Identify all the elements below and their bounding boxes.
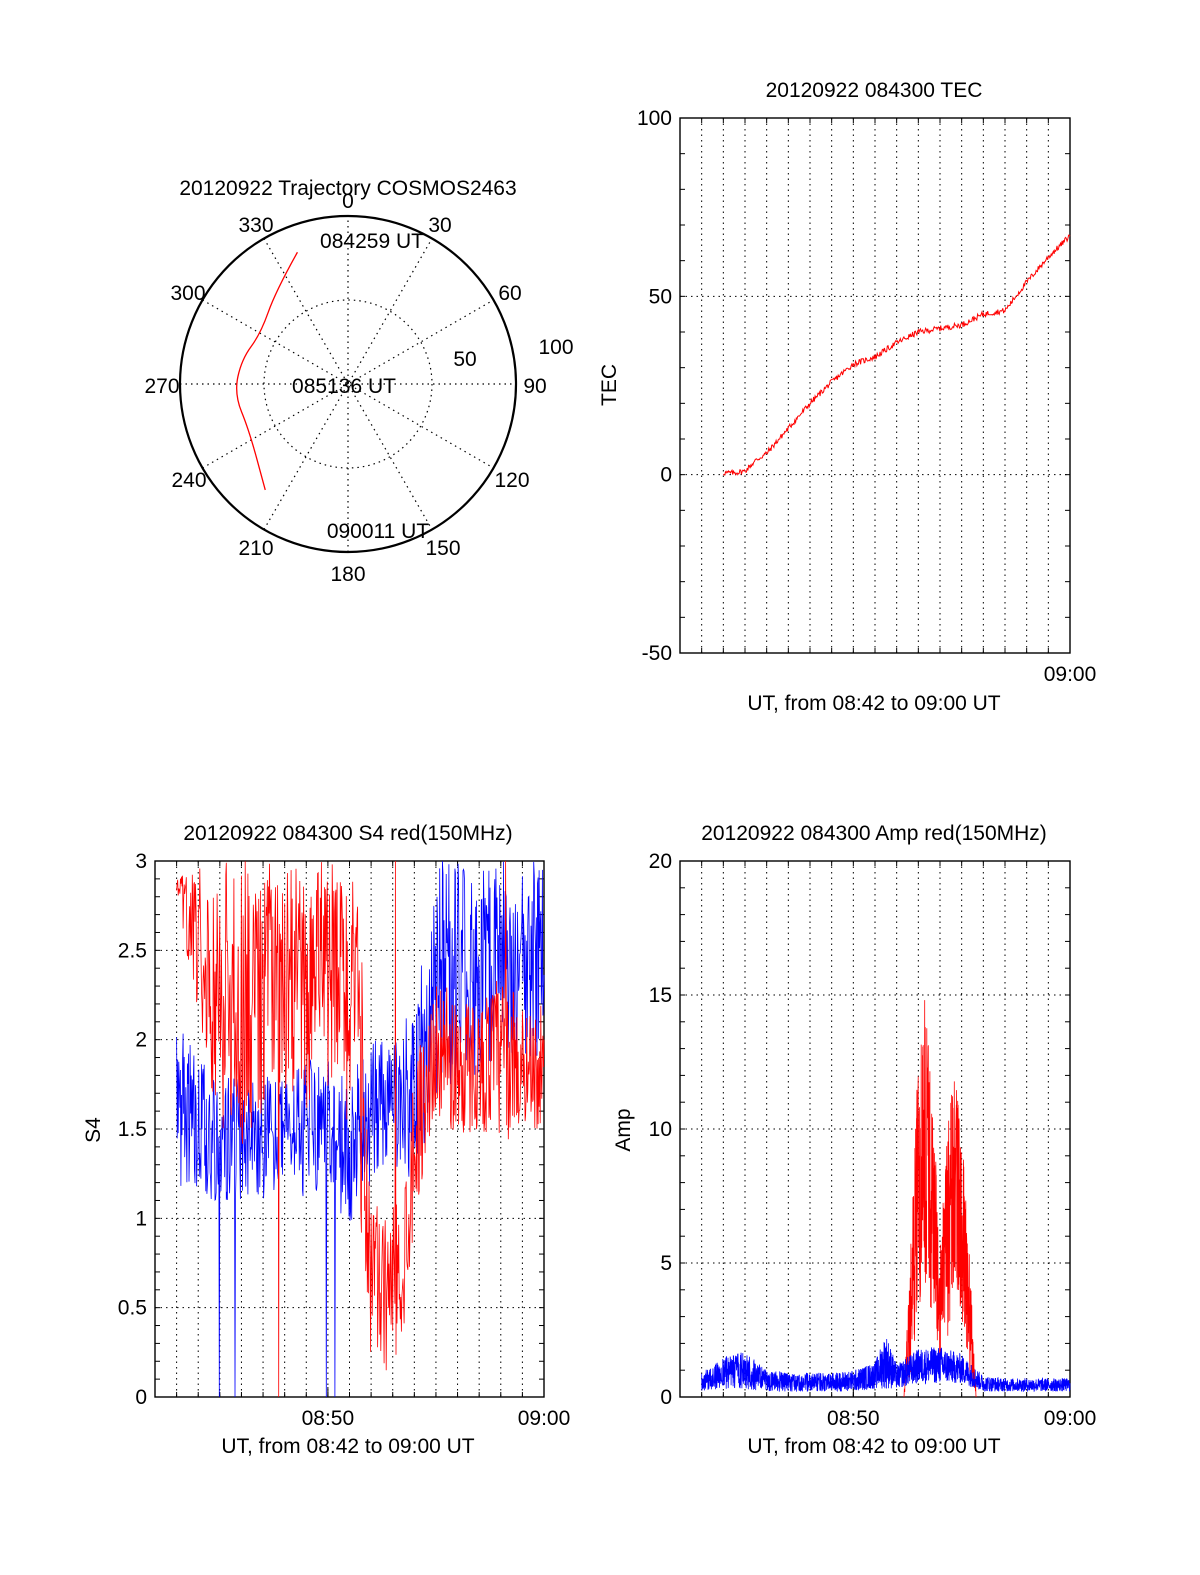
s4-axes: 0 0.5 1 1.5 2 2.5 3 08:50 09:00	[118, 850, 570, 1430]
plot-frame	[679, 860, 1071, 1398]
tec-xlabel: UT, from 08:42 to 09:00 UT	[747, 692, 1000, 715]
plot-frame	[154, 860, 545, 1398]
y-tick-label: 10	[649, 1118, 672, 1141]
y-tick-label: 1	[135, 1207, 147, 1230]
polar-angle-labels: 0 30 60 90 120 150 180 210 240 270 300 330 50 100 0842…	[144, 190, 573, 586]
y-tick-label: 0	[660, 464, 672, 487]
polar-spoke	[202, 299, 494, 469]
amp-blue-series	[701, 1338, 1071, 1392]
amp-xlabel: UT, from 08:42 to 09:00 UT	[747, 1435, 1000, 1458]
polar-spoke	[263, 238, 433, 530]
polar-angle-label: 270	[144, 375, 179, 398]
polar-time-label: 085136 UT	[292, 375, 396, 398]
polar-angle-label: 300	[170, 282, 205, 305]
amp-panel: 20120922 084300 Amp red(150MHz) Amp UT, …	[612, 822, 1096, 1458]
polar-spoke	[263, 238, 433, 530]
x-tick-label: 09:00	[518, 1407, 571, 1430]
y-tick-label: 0	[660, 1386, 672, 1409]
s4-panel: 20120922 084300 S4 red(150MHz) S4 UT, fr…	[82, 822, 570, 1458]
polar-angle-label: 240	[171, 469, 206, 492]
x-tick-label: 09:00	[1044, 663, 1097, 686]
s4-red-series	[176, 860, 545, 1398]
polar-angle-label: 150	[425, 537, 460, 560]
polar-angle-label: 120	[494, 469, 529, 492]
polar-radial-label: 50	[453, 348, 476, 371]
y-tick-label: 3	[135, 850, 147, 873]
polar-track-line	[236, 251, 298, 491]
polar-angle-label: 60	[498, 282, 521, 305]
s4-xlabel: UT, from 08:42 to 09:00 UT	[221, 1435, 474, 1458]
polar-angle-label: 180	[330, 563, 365, 586]
x-tick-label: 08:50	[827, 1407, 880, 1430]
polar-inner-circle	[263, 299, 433, 469]
polar-trajectory-panel: 20120922 Trajectory COSMOS2463 0 30 60 90 12…	[144, 177, 573, 586]
tec-axes: -50 0 50 100 09:00	[637, 107, 1096, 686]
tec-panel: 20120922 084300 TEC TEC UT, from 08:42 t…	[598, 79, 1096, 715]
polar-angle-label: 0	[342, 190, 354, 213]
x-tick-label: 08:50	[302, 1407, 355, 1430]
y-tick-label: 0.5	[118, 1297, 147, 1320]
polar-title: 20120922 Trajectory COSMOS2463	[179, 177, 516, 200]
amp-axes: 0 5 10 15 20 08:50 09:00	[649, 850, 1097, 1430]
s4-title: 20120922 084300 S4 red(150MHz)	[183, 822, 512, 845]
y-tick-label: 2.5	[118, 939, 147, 962]
polar-radial-label: 100	[538, 336, 573, 359]
y-tick-label: -50	[642, 642, 672, 665]
y-tick-label: 15	[649, 984, 672, 1007]
polar-angle-label: 330	[238, 214, 273, 237]
y-tick-label: 5	[660, 1252, 672, 1275]
y-tick-label: 20	[649, 850, 672, 873]
tec-title: 20120922 084300 TEC	[766, 79, 983, 102]
plot-frame	[679, 117, 1071, 654]
polar-angle-label: 210	[238, 537, 273, 560]
amp-ylabel: Amp	[612, 1108, 635, 1151]
tec-ylabel: TEC	[598, 364, 621, 406]
polar-time-label: 090011 UT	[327, 520, 430, 543]
y-tick-label: 1.5	[118, 1118, 147, 1141]
x-tick-label: 09:00	[1044, 1407, 1097, 1430]
polar-angle-label: 30	[428, 214, 451, 237]
tec-series-line	[722, 234, 1071, 476]
polar-time-label: 084259 UT	[320, 230, 424, 253]
amp-plot-area	[701, 1000, 1071, 1398]
tec-plot-area	[722, 234, 1071, 476]
polar-angle-label: 90	[523, 375, 546, 398]
amp-title: 20120922 084300 Amp red(150MHz)	[701, 822, 1047, 845]
y-tick-label: 50	[649, 285, 672, 308]
y-tick-label: 100	[637, 107, 672, 130]
polar-track	[236, 251, 298, 491]
s4-ylabel: S4	[82, 1117, 105, 1143]
s4-plot-area	[176, 860, 545, 1398]
y-tick-label: 0	[135, 1386, 147, 1409]
y-tick-label: 2	[135, 1029, 147, 1052]
